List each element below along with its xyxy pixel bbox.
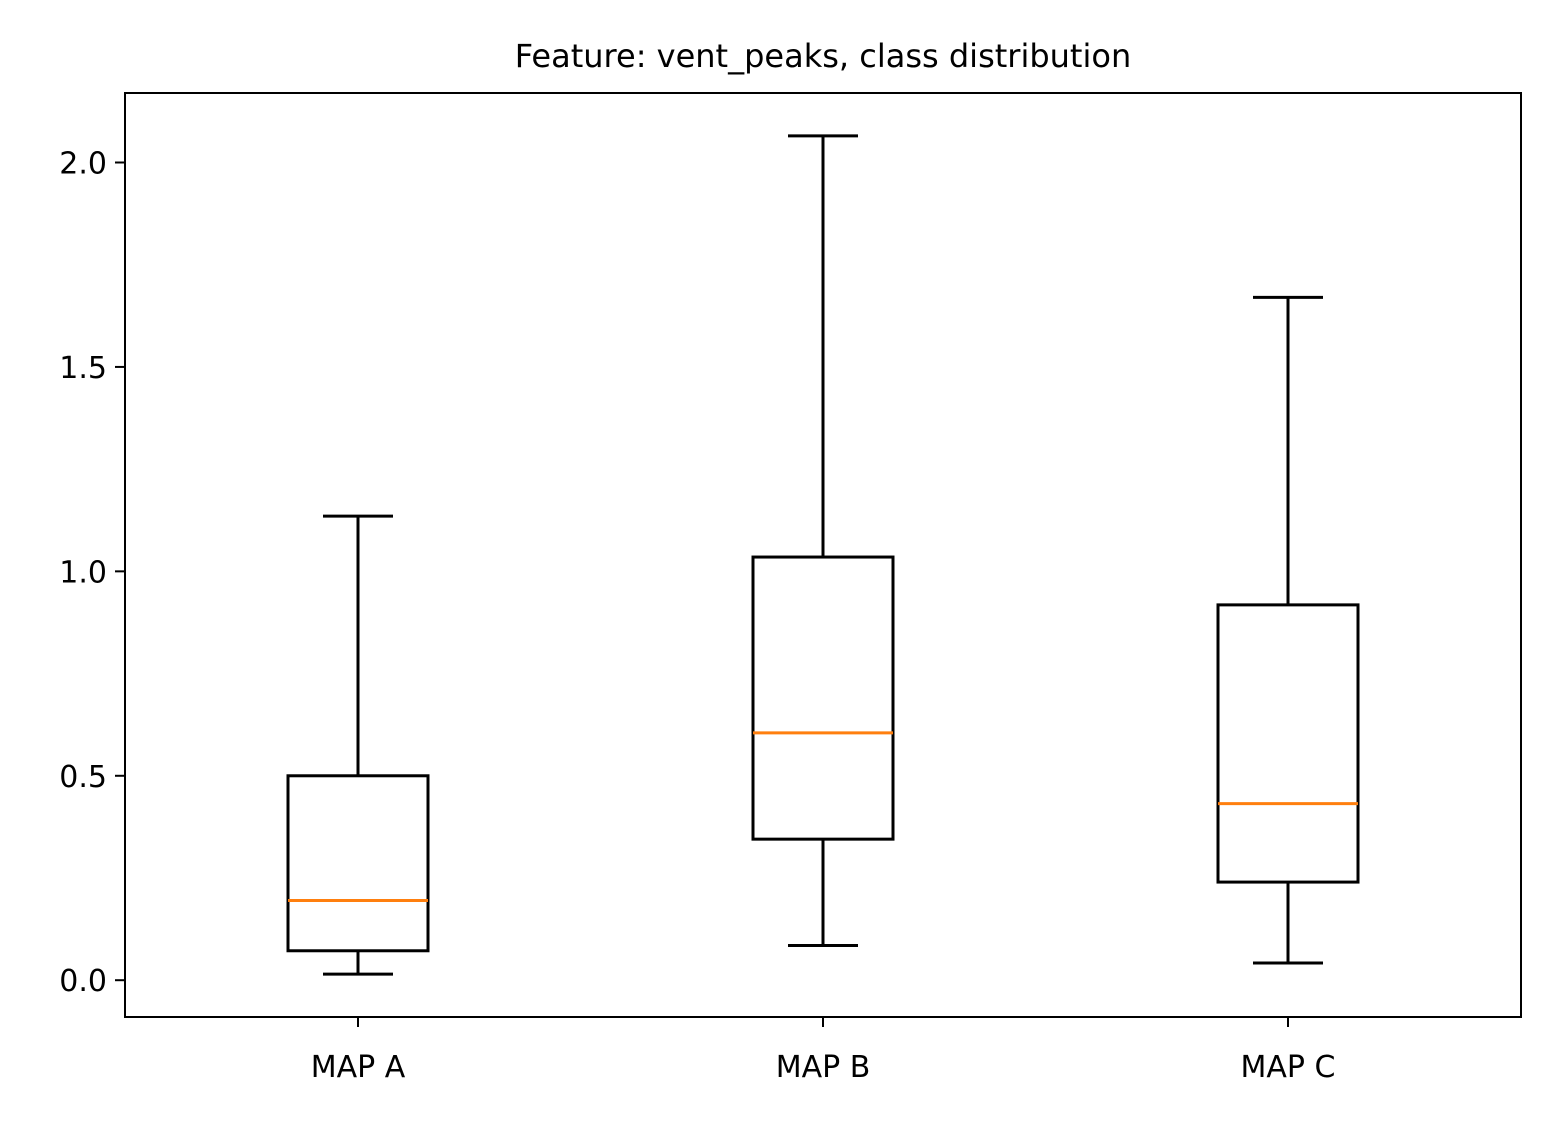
box-iqr <box>751 555 895 841</box>
plot-area <box>286 134 1360 976</box>
x-tick-label: MAP B <box>776 1050 871 1085</box>
box-group <box>1216 295 1360 965</box>
box-group <box>286 514 430 976</box>
box-iqr <box>286 774 430 953</box>
x-tick-label: MAP C <box>1241 1050 1336 1085</box>
y-tick-label: 2.0 <box>59 147 107 182</box>
box-iqr <box>1216 603 1360 884</box>
y-tick-label: 1.5 <box>59 351 107 386</box>
y-tick-label: 0.0 <box>59 964 107 999</box>
y-tick-label: 1.0 <box>59 555 107 590</box>
y-tick-label: 0.5 <box>59 760 107 795</box>
box-group <box>751 134 895 947</box>
x-tick-label: MAP A <box>311 1050 406 1085</box>
chart-title: Feature: vent_peaks, class distribution <box>515 37 1131 75</box>
